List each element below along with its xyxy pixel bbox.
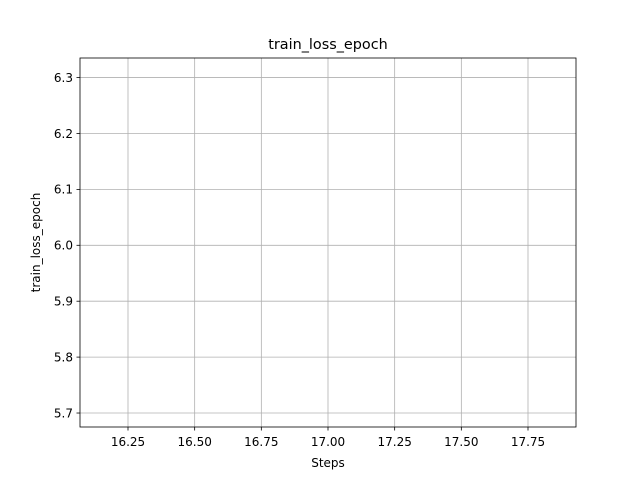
x-tick-label: 17.00 <box>311 435 345 449</box>
x-axis-title: Steps <box>311 456 345 470</box>
x-tick-label: 16.25 <box>111 435 145 449</box>
y-tick-label: 5.8 <box>54 350 73 364</box>
y-tick-label: 5.9 <box>54 295 73 309</box>
y-axis-title: train_loss_epoch <box>29 193 43 293</box>
grid <box>80 58 576 427</box>
y-tick-label: 5.7 <box>54 406 73 420</box>
y-tick-label: 6.1 <box>54 183 73 197</box>
x-tick-label: 16.50 <box>177 435 211 449</box>
y-axis-ticks: 5.7 5.8 5.9 6.0 6.1 6.2 6.3 <box>54 71 80 420</box>
x-tick-label: 16.75 <box>244 435 278 449</box>
chart-title: train_loss_epoch <box>268 37 388 53</box>
x-tick-label: 17.50 <box>444 435 478 449</box>
y-tick-label: 6.0 <box>54 239 73 253</box>
x-tick-label: 17.25 <box>377 435 411 449</box>
x-tick-label: 17.75 <box>511 435 545 449</box>
y-tick-label: 6.2 <box>54 127 73 141</box>
x-axis-ticks: 16.25 16.50 16.75 17.00 17.25 17.50 17.75 <box>111 427 545 449</box>
y-tick-label: 6.3 <box>54 71 73 85</box>
